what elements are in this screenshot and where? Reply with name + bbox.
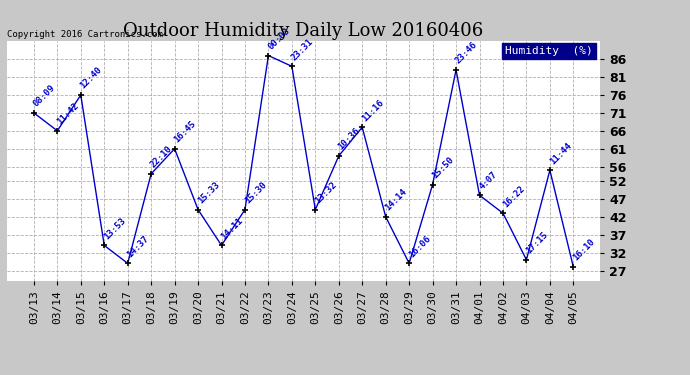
Text: 08:09: 08:09 bbox=[32, 83, 57, 109]
Text: 11:42: 11:42 bbox=[55, 101, 81, 127]
Text: 15:30: 15:30 bbox=[243, 180, 268, 206]
Text: 00:03: 00:03 bbox=[266, 26, 292, 51]
Text: 16:10: 16:10 bbox=[571, 237, 596, 263]
Text: 15:33: 15:33 bbox=[196, 180, 221, 206]
Text: 13:32: 13:32 bbox=[313, 180, 339, 206]
Text: 17:15: 17:15 bbox=[524, 230, 550, 256]
Text: 16:22: 16:22 bbox=[501, 184, 526, 209]
Text: 22:10: 22:10 bbox=[149, 144, 175, 170]
Title: Outdoor Humidity Daily Low 20160406: Outdoor Humidity Daily Low 20160406 bbox=[124, 22, 484, 40]
Text: 10:36: 10:36 bbox=[337, 126, 362, 152]
Text: 15:50: 15:50 bbox=[431, 155, 456, 180]
Text: 14:37: 14:37 bbox=[126, 234, 151, 259]
Text: 23:46: 23:46 bbox=[454, 40, 480, 66]
Text: 23:31: 23:31 bbox=[290, 37, 315, 62]
Text: Humidity  (%): Humidity (%) bbox=[505, 46, 593, 56]
Text: Copyright 2016 Cartronics.com: Copyright 2016 Cartronics.com bbox=[7, 30, 163, 39]
Text: 14:14: 14:14 bbox=[384, 187, 409, 213]
Text: 16:06: 16:06 bbox=[407, 234, 433, 259]
Text: 16:45: 16:45 bbox=[172, 119, 198, 144]
Text: 14:11: 14:11 bbox=[219, 216, 245, 241]
Text: 11:16: 11:16 bbox=[360, 98, 386, 123]
Text: 12:40: 12:40 bbox=[79, 66, 104, 91]
Text: 4:07: 4:07 bbox=[477, 170, 499, 191]
Text: 11:44: 11:44 bbox=[548, 141, 573, 166]
Text: 13:53: 13:53 bbox=[102, 216, 128, 241]
